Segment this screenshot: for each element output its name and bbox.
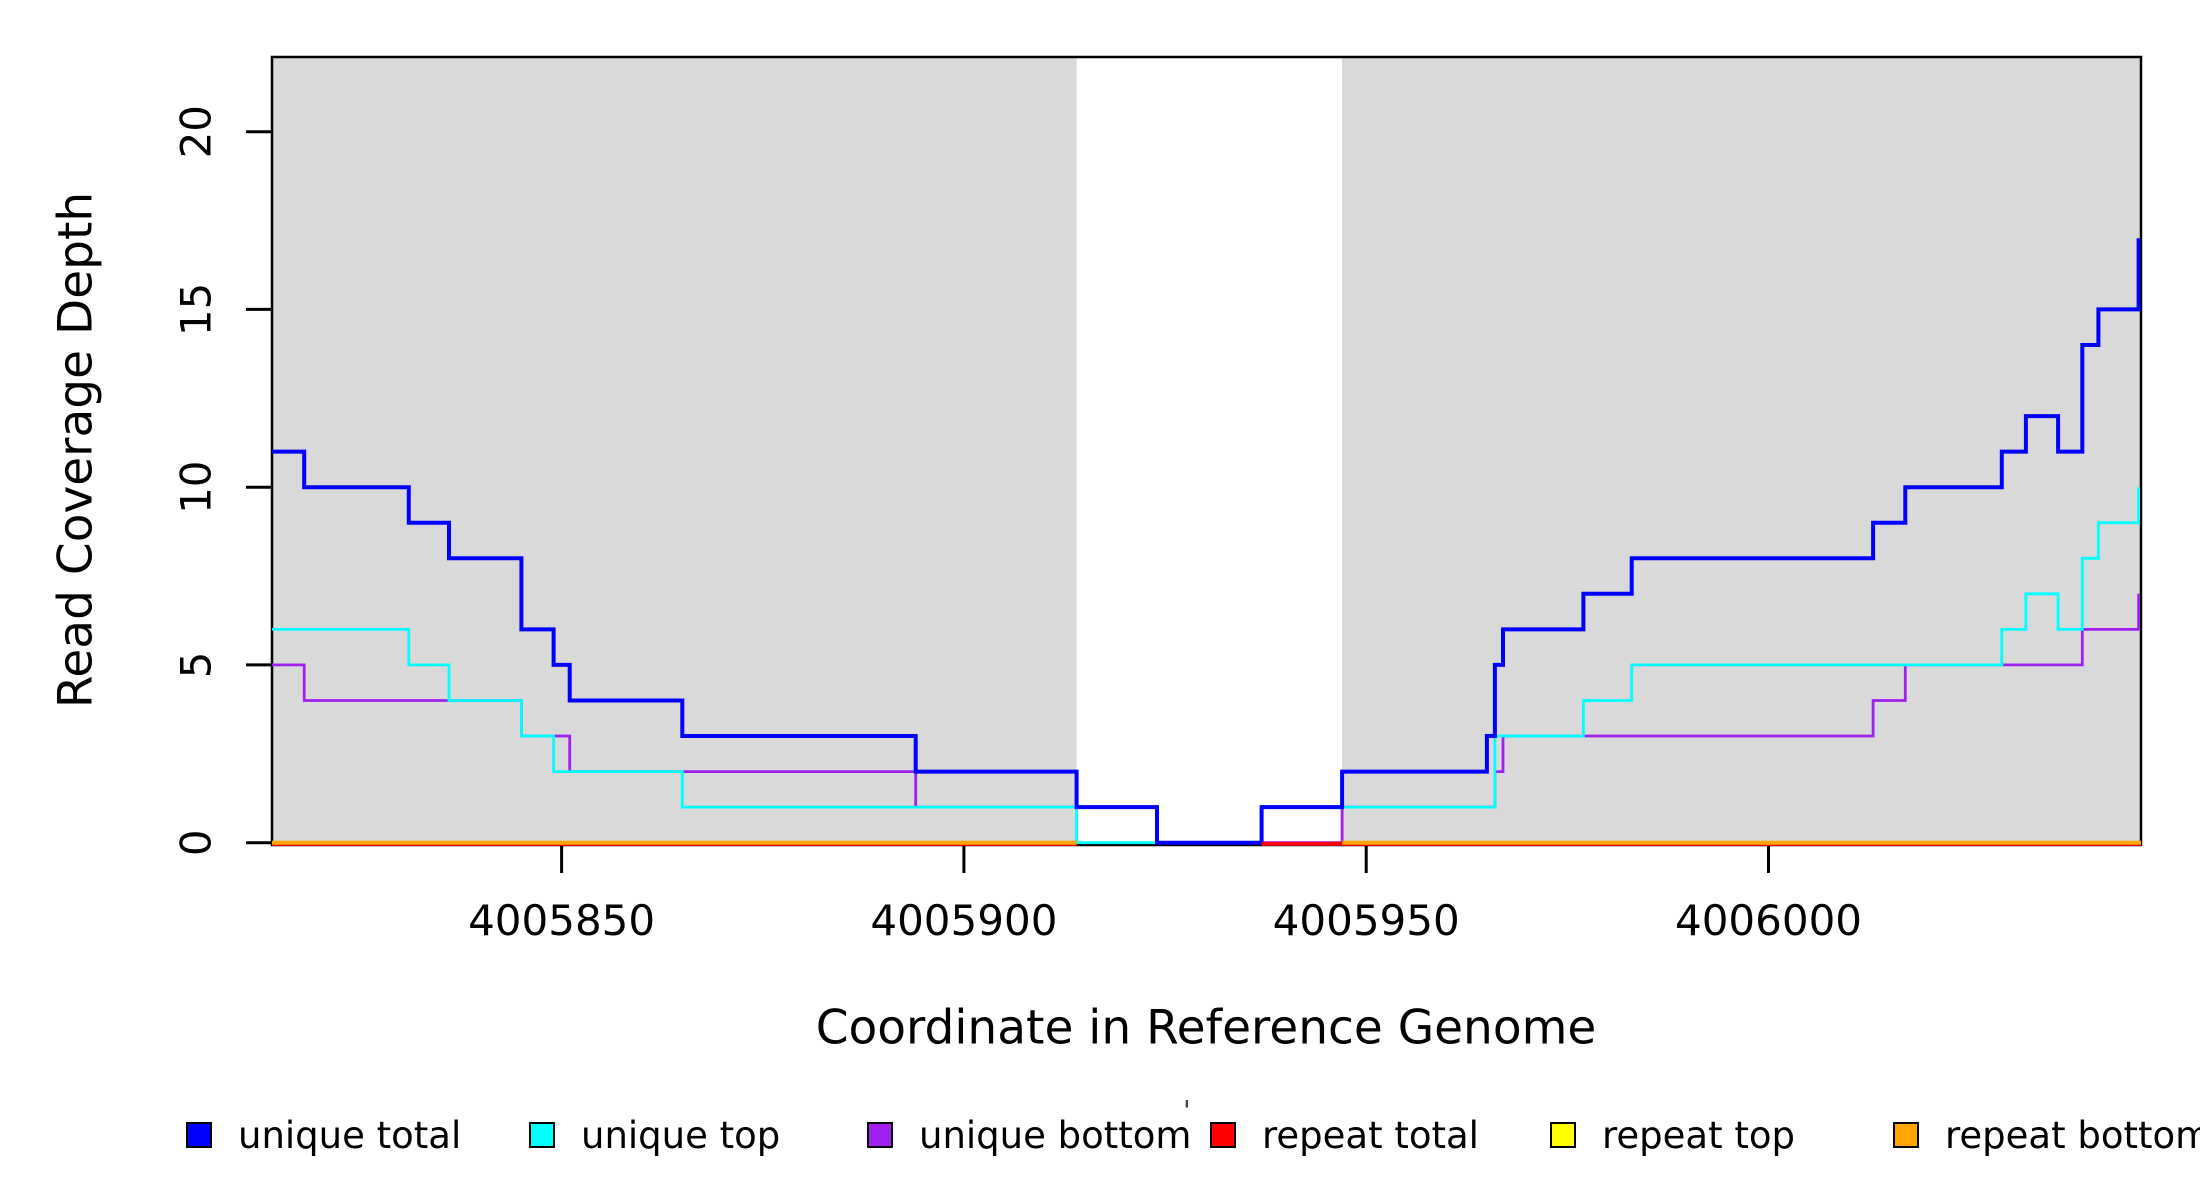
legend-item-repeat-bottom: repeat bottom bbox=[1893, 1114, 2200, 1157]
repeat-top-swatch-icon bbox=[1550, 1122, 1576, 1148]
repeat-total-swatch-icon bbox=[1210, 1122, 1236, 1148]
legend-item-repeat-top: repeat top bbox=[1550, 1114, 1795, 1157]
y-tick-label: 10 bbox=[172, 460, 221, 513]
y-tick-label: 20 bbox=[172, 105, 221, 158]
x-tick-label: 4005950 bbox=[1273, 896, 1460, 945]
x-axis-title: Coordinate in Reference Genome bbox=[815, 1000, 1597, 1056]
legend-label: repeat bottom bbox=[1945, 1113, 2200, 1157]
x-tick-label: 4005900 bbox=[870, 896, 1057, 945]
repeat-bottom-swatch-icon bbox=[1893, 1122, 1919, 1148]
legend-label: repeat top bbox=[1602, 1113, 1795, 1157]
legend-item-unique-top: unique top bbox=[529, 1114, 780, 1157]
y-tick-label: 15 bbox=[172, 283, 221, 336]
legend-label: unique bottom bbox=[919, 1113, 1192, 1157]
unique-total-swatch-icon bbox=[186, 1122, 212, 1148]
legend-item-unique-total: unique total bbox=[186, 1114, 461, 1157]
legend-label: unique total bbox=[238, 1113, 462, 1157]
legend-item-unique-bottom: unique bottom bbox=[867, 1114, 1191, 1157]
legend-label: unique top bbox=[581, 1113, 781, 1157]
legend-label: repeat total bbox=[1262, 1113, 1479, 1157]
legend-item-repeat-total: repeat total bbox=[1210, 1114, 1479, 1157]
unique-total-line bbox=[272, 238, 2141, 845]
y-tick-label: 0 bbox=[172, 829, 221, 856]
x-tick-label: 4005850 bbox=[468, 896, 655, 945]
shaded-region-0 bbox=[272, 57, 1077, 845]
y-axis-title: Read Coverage Depth bbox=[48, 191, 104, 709]
y-tick-label: 5 bbox=[172, 652, 221, 679]
unique-bottom-swatch-icon bbox=[867, 1122, 893, 1148]
x-tick-label: 4006000 bbox=[1675, 896, 1862, 945]
unique-top-swatch-icon bbox=[529, 1122, 555, 1148]
stray-mark: ' bbox=[1183, 1094, 1191, 1127]
